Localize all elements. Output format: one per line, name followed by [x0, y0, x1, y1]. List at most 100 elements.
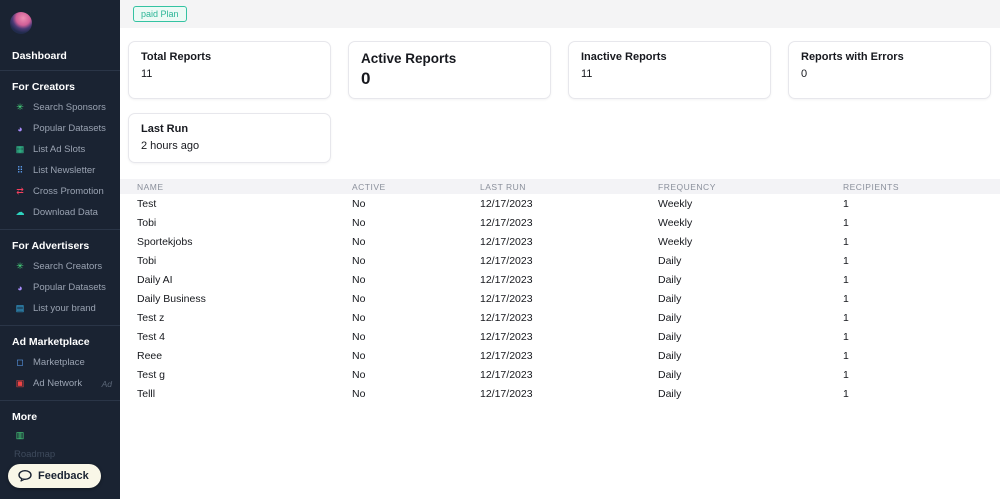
- table-row[interactable]: Tobi No 12/17/2023 Weekly 1: [120, 213, 1000, 232]
- book-icon[interactable]: ▥: [0, 427, 120, 444]
- table-row[interactable]: Test g No 12/17/2023 Daily 1: [120, 365, 1000, 384]
- speech-bubble-icon: [18, 470, 32, 482]
- table-cell: Test g: [137, 368, 166, 381]
- table-cell: No: [352, 197, 366, 210]
- sidebar-item-label: Roadmap: [14, 449, 56, 460]
- table-cell: Test z: [137, 311, 165, 324]
- table-cell: Weekly: [658, 197, 693, 210]
- dashboard-content: Total Reports 11 Active Reports 0 Inactive R…: [120, 28, 1000, 403]
- table-cell: Tobi: [137, 216, 157, 229]
- last-run-label: Last Run: [141, 123, 189, 135]
- table-cell: Daily: [658, 387, 682, 400]
- table-row[interactable]: Test No 12/17/2023 Weekly 1: [120, 194, 1000, 213]
- table-cell: Test 4: [137, 330, 166, 343]
- column-header-active: ACTIVE: [352, 181, 386, 192]
- column-header-frequency: FREQUENCY: [658, 181, 716, 192]
- stat-card-total-reports: Total Reports 11: [128, 41, 331, 99]
- table-cell: 1: [843, 235, 849, 248]
- ad-tag-label: Ad: [101, 378, 112, 389]
- section-title: More: [12, 411, 38, 423]
- sidebar-item-list-your-brand[interactable]: ▤ List your brand: [0, 298, 120, 319]
- table-cell: 1: [843, 368, 849, 381]
- sidebar-item-dashboard[interactable]: Dashboard: [0, 44, 120, 71]
- plan-badge: paid Plan: [133, 6, 187, 22]
- table-cell: Telll: [137, 387, 156, 400]
- sidebar-sections: For Creators ✳ Search Sponsors ◕ Popular Dat…: [0, 71, 120, 492]
- table-cell: No: [352, 273, 366, 286]
- sidebar-item-list-ad-slots[interactable]: ▦ List Ad Slots: [0, 139, 120, 160]
- search-creators-icon: ✳: [16, 261, 24, 271]
- table-cell: Daily AI: [137, 273, 173, 286]
- main-content: paid Plan Total Reports 11 Active Reports 0…: [120, 0, 1000, 499]
- table-cell: 1: [843, 292, 849, 305]
- table-cell: Daily Business: [137, 292, 206, 305]
- sidebar-item-label: Popular Datasets: [33, 282, 106, 293]
- table-cell: 12/17/2023: [480, 273, 533, 286]
- table-cell: 12/17/2023: [480, 235, 533, 248]
- account-email[interactable]: tobias.rohmann@gmail.com ⋯: [0, 492, 120, 499]
- sidebar-item-cross-promotion[interactable]: ⇄ Cross Promotion: [0, 181, 120, 202]
- table-row[interactable]: Daily Business No 12/17/2023 Daily 1: [120, 289, 1000, 308]
- section-title: Ad Marketplace: [12, 336, 90, 348]
- stats-row: Total Reports 11 Active Reports 0 Inactive R…: [128, 41, 992, 99]
- sidebar-item-download-data[interactable]: ☁ Download Data: [0, 202, 120, 223]
- feedback-button[interactable]: Feedback: [8, 464, 101, 488]
- sidebar-item-ad-network[interactable]: ▣ Ad Network Ad: [0, 373, 120, 394]
- stat-card-active-reports: Active Reports 0: [348, 41, 551, 99]
- app-logo-icon[interactable]: [10, 12, 32, 34]
- table-row[interactable]: Sportekjobs No 12/17/2023 Weekly 1: [120, 232, 1000, 251]
- download-data-icon: ☁: [15, 207, 25, 217]
- sidebar-item-search-creators[interactable]: ✳ Search Creators: [0, 256, 120, 277]
- table-cell: 1: [843, 330, 849, 343]
- sidebar-item-roadmap[interactable]: Roadmap: [0, 444, 120, 465]
- table-row[interactable]: Reee No 12/17/2023 Daily 1: [120, 346, 1000, 365]
- table-cell: 12/17/2023: [480, 254, 533, 267]
- table-cell: No: [352, 254, 366, 267]
- table-cell: 12/17/2023: [480, 368, 533, 381]
- sidebar-item-popular-datasets[interactable]: ◕ Popular Datasets: [0, 118, 120, 139]
- table-row[interactable]: Test z No 12/17/2023 Daily 1: [120, 308, 1000, 327]
- sidebar: Dashboard For Creators ✳ Search Sponsors ◕ P…: [0, 0, 120, 499]
- sidebar-item-search-sponsors[interactable]: ✳ Search Sponsors: [0, 97, 120, 118]
- table-cell: Reee: [137, 349, 163, 362]
- table-row[interactable]: Tobi No 12/17/2023 Daily 1: [120, 251, 1000, 270]
- table-cell: Daily: [658, 273, 682, 286]
- table-cell: Weekly: [658, 216, 693, 229]
- sidebar-item-label: Download Data: [33, 207, 98, 218]
- table-cell: 1: [843, 254, 849, 267]
- table-header-row: NAME ACTIVE LAST RUN FREQUENCY RECIPIENTS: [120, 179, 1000, 194]
- table-row[interactable]: Daily AI No 12/17/2023 Daily 1: [120, 270, 1000, 289]
- ad-network-icon: ▣: [15, 378, 25, 388]
- stat-value: 11: [581, 68, 593, 80]
- sidebar-section-for-advertisers: For Advertisers ✳ Search Creators ◕ Popular …: [0, 230, 120, 326]
- sidebar-item-label: List your brand: [33, 303, 96, 314]
- book-icon: ▥: [15, 430, 25, 440]
- sidebar-item-popular-datasets[interactable]: ◕ Popular Datasets: [0, 277, 120, 298]
- table-cell: Test: [137, 197, 157, 210]
- stat-value: 0: [361, 69, 371, 88]
- sidebar-section-for-creators: For Creators ✳ Search Sponsors ◕ Popular Dat…: [0, 71, 120, 230]
- feedback-label: Feedback: [38, 470, 89, 482]
- table-cell: 12/17/2023: [480, 197, 533, 210]
- table-cell: No: [352, 311, 366, 324]
- table-cell: Tobi: [137, 254, 157, 267]
- table-cell: 12/17/2023: [480, 216, 533, 229]
- table-cell: No: [352, 349, 366, 362]
- table-row[interactable]: Test 4 No 12/17/2023 Daily 1: [120, 327, 1000, 346]
- table-cell: 1: [843, 349, 849, 362]
- stat-label: Inactive Reports: [581, 51, 667, 63]
- last-run-row: Last Run 2 hours ago: [128, 113, 992, 163]
- sidebar-item-marketplace[interactable]: ◻ Marketplace: [0, 352, 120, 373]
- sidebar-item-label: List Ad Slots: [33, 144, 86, 155]
- table-cell: 1: [843, 197, 849, 210]
- table-row[interactable]: Telll No 12/17/2023 Daily 1: [120, 384, 1000, 403]
- column-header-recipients: RECIPIENTS: [843, 181, 900, 192]
- sidebar-item-label: Ad Network: [33, 378, 83, 389]
- sidebar-item-label: Search Creators: [33, 261, 103, 272]
- popular-datasets-icon: ◕: [17, 282, 23, 293]
- sidebar-item-list-newsletter[interactable]: ⠿ List Newsletter: [0, 160, 120, 181]
- table-body: Test No 12/17/2023 Weekly 1 Tobi No 12/17/2023 W…: [120, 194, 1000, 403]
- table-cell: No: [352, 387, 366, 400]
- marketplace-icon: ◻: [16, 357, 24, 367]
